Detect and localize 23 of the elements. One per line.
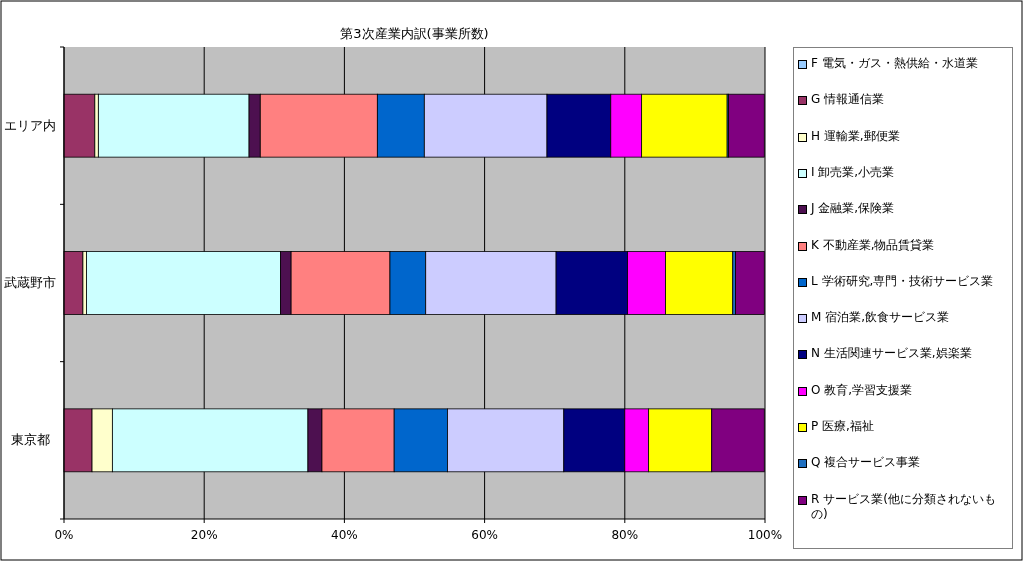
legend-label: F 電気・ガス・熱供給・水道業 (811, 56, 978, 71)
x-tick-label: 40% (331, 528, 358, 542)
x-tick-label: 20% (190, 528, 218, 542)
x-tick-label: 100% (747, 528, 783, 542)
y-tick-label: 東京都 (9, 432, 51, 449)
legend-label: P 医療,福祉 (811, 419, 874, 435)
legend-label: G 情報通信業 (811, 92, 885, 108)
legend-label: K 不動産業,物品賃貸業 (811, 237, 935, 253)
legend-label: L 学術研究,専門・技術サービス業 (811, 273, 994, 289)
y-tick-label: 武蔵野市 (3, 275, 57, 291)
x-tick-label: 60% (471, 528, 498, 542)
legend-label: O 教育,学習支援業 (811, 382, 913, 398)
y-tick-label: エリア内 (3, 117, 57, 134)
x-tick-label: 0% (54, 528, 74, 542)
legend-label: Q 複合サービス事業 (811, 455, 921, 471)
legend-label: M 宿泊業,飲食サービス業 (811, 310, 949, 326)
legend-label: J 金融業,保険業 (811, 201, 895, 217)
chart-title: 第3次産業内訳(事業所数) (340, 26, 489, 41)
x-tick-label: 80% (611, 528, 639, 542)
legend-label: R サービス業(他に分類されないもの) (811, 491, 997, 522)
legend-label: N 生活関連サービス業,娯楽業 (811, 346, 972, 362)
legend-label: H 運輸業,郵便業 (811, 128, 900, 144)
legend-label: I 卸売業,小売業 (811, 164, 895, 180)
